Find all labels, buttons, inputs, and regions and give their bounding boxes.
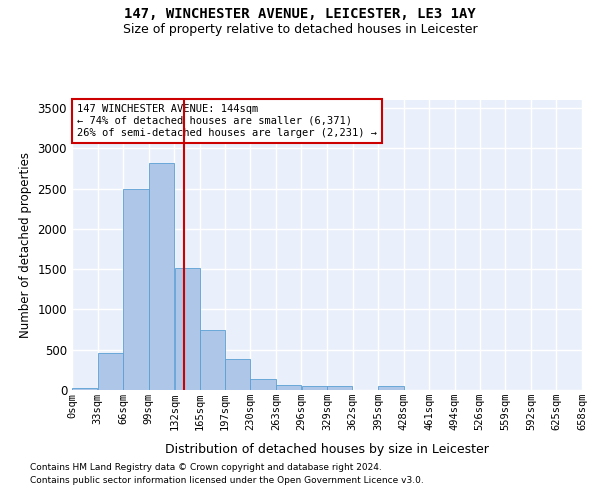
Bar xyxy=(327,386,352,390)
Bar xyxy=(250,378,275,390)
Bar xyxy=(98,353,123,390)
Bar xyxy=(149,163,174,390)
Text: Contains public sector information licensed under the Open Government Licence v3: Contains public sector information licen… xyxy=(30,476,424,485)
Bar xyxy=(302,386,327,390)
Bar xyxy=(225,360,250,390)
Bar xyxy=(379,386,404,390)
Text: 147 WINCHESTER AVENUE: 144sqm
← 74% of detached houses are smaller (6,371)
26% o: 147 WINCHESTER AVENUE: 144sqm ← 74% of d… xyxy=(77,104,377,138)
Bar xyxy=(175,268,200,390)
Bar xyxy=(72,388,97,390)
Bar xyxy=(200,330,225,390)
Text: Size of property relative to detached houses in Leicester: Size of property relative to detached ho… xyxy=(122,22,478,36)
Y-axis label: Number of detached properties: Number of detached properties xyxy=(19,152,32,338)
Text: Contains HM Land Registry data © Crown copyright and database right 2024.: Contains HM Land Registry data © Crown c… xyxy=(30,464,382,472)
Text: Distribution of detached houses by size in Leicester: Distribution of detached houses by size … xyxy=(165,442,489,456)
Bar xyxy=(276,385,301,390)
Bar xyxy=(124,188,149,390)
Text: 147, WINCHESTER AVENUE, LEICESTER, LE3 1AY: 147, WINCHESTER AVENUE, LEICESTER, LE3 1… xyxy=(124,8,476,22)
